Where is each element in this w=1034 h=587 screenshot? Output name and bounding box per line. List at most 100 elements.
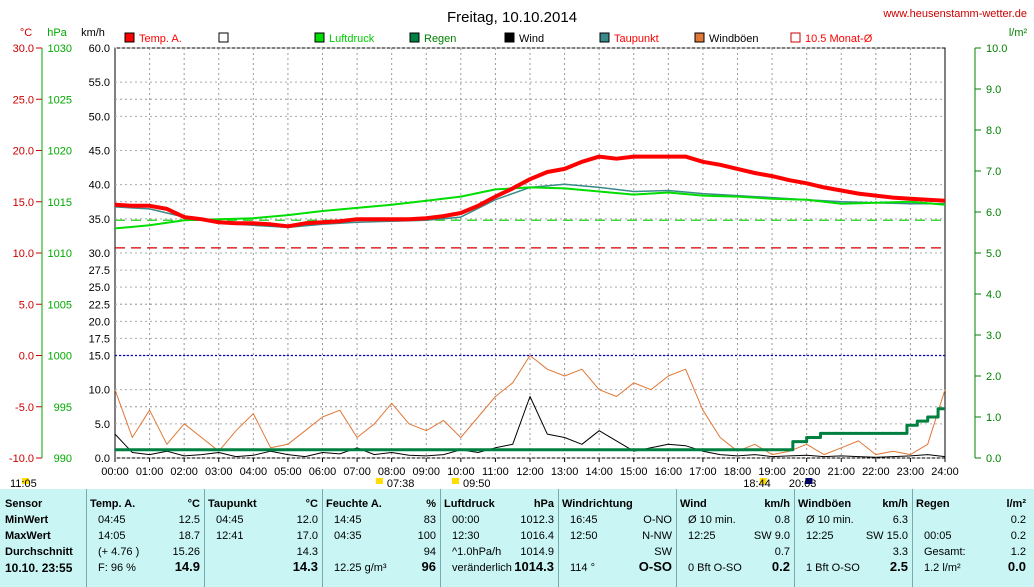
legend-label-0: Temp. A. [139, 33, 182, 45]
x-tick-label: 04:00 [240, 466, 268, 478]
stat-cell-value: 0.2 [771, 559, 790, 574]
x-tick-label: 13:00 [551, 466, 579, 478]
marker-icon-sunrise [22, 478, 29, 484]
column-divider [322, 489, 323, 587]
stat-cell-value: 12.5 [178, 514, 200, 526]
stat-cell-label: 1.2 l/m² [924, 562, 961, 574]
series-line-windben [114, 355, 946, 456]
legend-swatch-0 [124, 32, 135, 43]
x-tick-label: 23:00 [897, 466, 925, 478]
stat-cell-value: 0.2 [1010, 530, 1026, 542]
stat-cell-label: 14:45 [334, 514, 362, 526]
hpa-unit-label: hPa [47, 27, 67, 39]
stat-header-name: Temp. A. [90, 498, 136, 510]
series-line-tempa [114, 154, 946, 229]
kmh-tick-label: 30.0 [89, 248, 110, 260]
stat-cell-value: 1016.4 [520, 530, 554, 542]
x-tick-label: 22:00 [862, 466, 890, 478]
stat-header-unit: °C [305, 498, 318, 510]
stat-cell-value: 14.3 [292, 559, 318, 574]
stat-cell-label: 04:35 [334, 530, 362, 542]
legend-label-3: Regen [424, 33, 456, 45]
kmh-tick-label: 15.0 [89, 351, 110, 363]
x-tick-label: 21:00 [827, 466, 855, 478]
temp-tick-label: -10.0 [9, 453, 34, 465]
stat-cell-label: 12:30 [452, 530, 480, 542]
x-tick-label: 07:00 [343, 466, 371, 478]
stat-cell-label: Ø 10 min. [806, 514, 854, 526]
marker-label: 11:05 [10, 478, 37, 489]
kmh-tick-label: 20.0 [89, 316, 110, 328]
stat-header-name: Windrichtung [562, 498, 633, 510]
temp-unit-label: °C [20, 27, 32, 39]
kmh-unit-label: km/h [81, 27, 105, 39]
stat-cell-label: F: 96 % [98, 562, 136, 574]
stat-cell-label: 114 ° [570, 562, 595, 574]
stat-header-name: Wind [680, 498, 707, 510]
stat-header-name: Windböen [798, 498, 852, 510]
stat-column-1: Taupunkt °C 04:45 12.0 12:41 17.0 14.3 14.3 [204, 489, 324, 587]
kmh-tick-label: 0.0 [95, 453, 110, 465]
marker-icon-sun [451, 478, 459, 484]
stat-cell-value: O-SO [638, 559, 672, 574]
legend-swatch-7 [790, 32, 801, 43]
stat-cell-label: (+ 4.76 ) [98, 546, 140, 558]
x-tick-label: 12:00 [516, 466, 544, 478]
series-line-luftdruck [114, 186, 946, 230]
hpa-tick-label: 1005 [48, 299, 72, 311]
x-tick-label: 01:00 [136, 466, 164, 478]
stat-cell-value: 1014.3 [514, 559, 554, 574]
column-divider [558, 489, 559, 587]
stat-column-3: Luftdruck hPa 00:00 1012.3 12:30 1016.4 ^1.0hP… [440, 489, 560, 587]
stat-cell-value: 12.0 [296, 514, 318, 526]
legend-label-6: Windböen [709, 33, 759, 45]
stat-cell-label: Ø 10 min. [688, 514, 736, 526]
hpa-tick-label: 1025 [48, 94, 72, 106]
marker-label: 18:44 [743, 478, 771, 489]
stat-cell-value: SW 9.0 [753, 530, 790, 542]
rain-tick-label: 2.0 [986, 371, 1001, 383]
stat-cell-value: 94 [423, 546, 436, 558]
x-tick-label: 16:00 [655, 466, 683, 478]
x-tick-label: 24:00 [931, 466, 959, 478]
stat-cell-value: N-NW [642, 530, 672, 542]
row-label-current: 10.10. 23:55 [5, 561, 73, 575]
stat-cell-label: 12:25 [688, 530, 716, 542]
weather-chart: Freitag, 10.10.2014 www.heusenstamm-wette… [9, 8, 1028, 489]
stat-cell-label: 12:25 [806, 530, 834, 542]
stat-cell-value: SW [654, 546, 672, 558]
hpa-tick-label: 995 [54, 402, 72, 414]
row-label-avg: Durchschnitt [5, 546, 73, 558]
stat-header-unit: hPa [533, 498, 554, 510]
kmh-tick-label: 27.5 [89, 265, 110, 277]
row-label-min: MinWert [5, 514, 49, 526]
kmh-tick-label: 40.0 [89, 180, 110, 192]
kmh-tick-label: 55.0 [89, 77, 110, 89]
kmh-tick-label: 25.0 [89, 282, 110, 294]
stat-column-6: Windböen km/h Ø 10 min. 6.3 12:25 SW 15.0 3.3 1… [794, 489, 914, 587]
stat-cell-label: 00:00 [452, 514, 480, 526]
site-url: www.heusenstamm-wetter.de [882, 8, 1027, 20]
legend-swatch-3 [409, 32, 420, 43]
stat-cell-value: 96 [421, 559, 436, 574]
stat-cell-label: 12.25 g/m³ [334, 562, 387, 574]
hpa-tick-label: 1010 [48, 248, 72, 260]
series-line-wind [114, 396, 946, 458]
temp-tick-label: 15.0 [13, 197, 34, 209]
rain-tick-label: 8.0 [986, 125, 1001, 137]
marker-label: 20:03 [789, 478, 817, 489]
stat-header-unit: % [426, 498, 436, 510]
stat-header-unit: km/h [764, 498, 790, 510]
stat-cell-value: 0.7 [774, 546, 790, 558]
hpa-tick-label: 1015 [48, 197, 72, 209]
kmh-tick-label: 10.0 [89, 385, 110, 397]
column-divider [440, 489, 441, 587]
legend-swatch-6 [694, 32, 705, 43]
rain-tick-label: 3.0 [986, 330, 1001, 342]
stat-cell-label: 12:41 [216, 530, 244, 542]
x-tick-label: 18:00 [724, 466, 752, 478]
kmh-tick-label: 5.0 [95, 419, 110, 431]
temp-tick-label: 0.0 [19, 351, 34, 363]
x-tick-label: 19:00 [758, 466, 786, 478]
stat-cell-label: veränderlich [452, 562, 512, 574]
